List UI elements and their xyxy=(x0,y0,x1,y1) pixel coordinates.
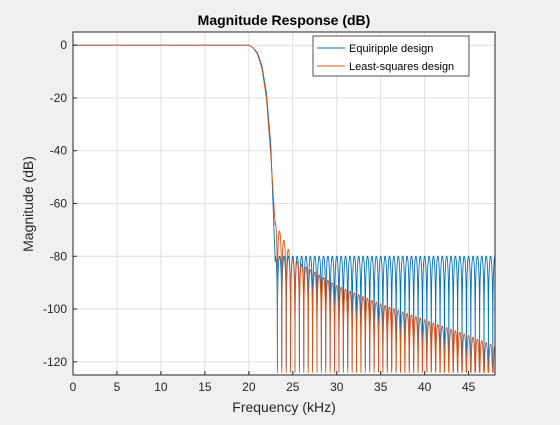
x-tick-label: 15 xyxy=(198,380,212,394)
x-tick-label: 45 xyxy=(462,380,476,394)
legend-label-equiripple: Equiripple design xyxy=(349,43,433,55)
y-tick-label: -120 xyxy=(43,355,67,369)
grid-layer xyxy=(72,32,495,375)
y-tick-label: -60 xyxy=(50,197,68,211)
y-tick-label: -40 xyxy=(50,144,68,158)
y-tick-label: -80 xyxy=(50,249,68,263)
y-tick-label: 0 xyxy=(60,38,67,52)
x-axis-label: Frequency (kHz) xyxy=(232,399,335,415)
y-tick-label: -20 xyxy=(50,91,68,105)
lines-layer xyxy=(73,44,496,373)
x-tick-label: 5 xyxy=(114,380,121,394)
x-tick-label: 40 xyxy=(418,380,432,394)
chart-title: Magnitude Response (dB) xyxy=(198,12,371,28)
y-tick-label: -100 xyxy=(43,302,67,316)
legend-box xyxy=(312,35,470,77)
x-tick-label: 35 xyxy=(374,380,388,394)
series-line-least-squares xyxy=(73,44,496,373)
y-axis-label: Magnitude (dB) xyxy=(20,156,36,252)
legend: Equiripple design Least-squares design xyxy=(312,35,470,77)
ticks-layer: 0 5 10 15 20 25 30 35 40 45 0 -20 -40 -60 -80 -100 -120 xyxy=(43,38,476,394)
x-tick-label: 30 xyxy=(330,380,344,394)
x-tick-label: 20 xyxy=(242,380,256,394)
x-tick-label: 10 xyxy=(154,380,168,394)
x-tick-label: 0 xyxy=(70,380,77,394)
legend-label-least-squares: Least-squares design xyxy=(349,61,454,73)
x-tick-label: 25 xyxy=(286,380,300,394)
